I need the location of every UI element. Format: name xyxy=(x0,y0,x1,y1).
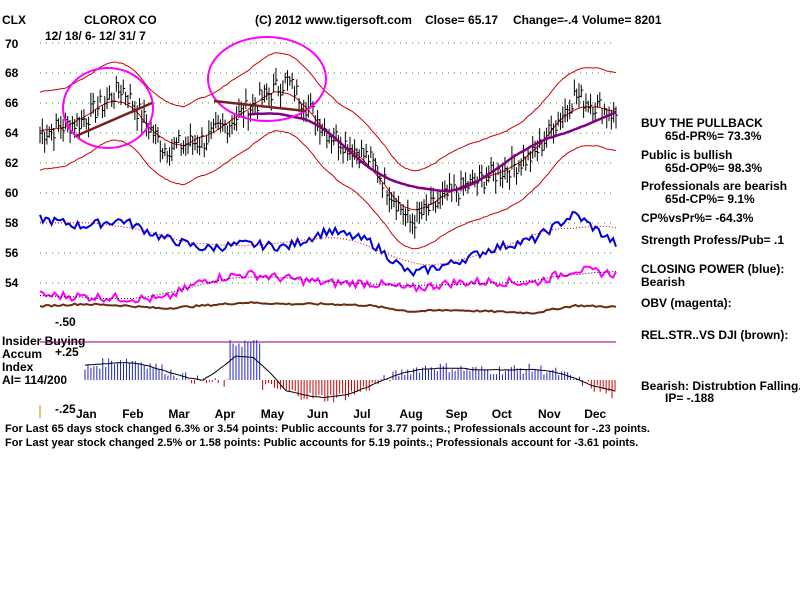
lower-band xyxy=(39,130,617,250)
strength-text: Strength Profess/Pub= .1 xyxy=(641,233,785,247)
short-ma xyxy=(39,91,617,211)
obv-line xyxy=(39,265,617,304)
y-tick-68: 68 xyxy=(5,66,19,80)
accum-label: Accum xyxy=(2,347,43,361)
y-tick-66: 66 xyxy=(5,96,19,110)
grid xyxy=(40,42,616,284)
minus25-label: -.25 xyxy=(55,402,76,416)
obv-line-ma xyxy=(40,271,617,300)
month-axis: Jan Feb Mar Apr May Jun Jul Aug Sep Oct Nov Dec xyxy=(76,407,607,421)
month-label: Dec xyxy=(584,407,606,421)
y-tick-70: 70 xyxy=(5,37,19,51)
relstr-line xyxy=(39,300,617,315)
accum-ma-line xyxy=(84,355,616,399)
month-label: Jan xyxy=(76,407,97,421)
month-label: Sep xyxy=(446,407,468,421)
insider-buying-label: Insider Buying xyxy=(2,334,86,348)
company-name: CLOROX CO xyxy=(84,13,157,27)
highlight-circle xyxy=(62,67,154,149)
footer-line-2: For Last year stock changed 2.5% or 1.58… xyxy=(5,437,639,449)
date-range: 12/ 18/ 6- 12/ 31/ 7 xyxy=(45,29,146,43)
y-tick-62: 62 xyxy=(5,156,19,170)
highlight-circle xyxy=(207,36,327,122)
month-label: Mar xyxy=(168,407,190,421)
indicator-lines xyxy=(39,210,617,343)
upper-band xyxy=(39,52,617,172)
month-label: Nov xyxy=(538,407,561,421)
copyright: (C) 2012 www.tigersoft.com xyxy=(255,13,412,27)
trend-line xyxy=(213,99,307,113)
month-label: Jul xyxy=(353,407,370,421)
closing-power-text: CLOSING POWER (blue): xyxy=(641,262,785,276)
close-value: Close= 65.17 xyxy=(425,13,499,27)
relstr-text: REL.STR..VS DJI (brown): xyxy=(641,328,789,342)
cp-text: 65d-CP%= 9.1% xyxy=(665,192,755,206)
band-lines xyxy=(39,52,617,250)
change-value: Change=-.4 xyxy=(513,13,579,27)
ticker-label: CLX xyxy=(2,13,26,27)
public-text: Public is bullish xyxy=(641,148,733,162)
signal-text: BUY THE PULLBACK xyxy=(641,116,763,130)
plus25-label: +.25 xyxy=(55,345,79,359)
month-label: Apr xyxy=(215,407,236,421)
y-tick-58: 58 xyxy=(5,216,19,230)
minus50-label: -.50 xyxy=(55,315,76,329)
index-label: Index xyxy=(2,360,34,374)
distribution-text: Bearish: Distrubtion Falling. xyxy=(641,379,800,393)
professionals-text: Professionals are bearish xyxy=(641,179,788,193)
y-tick-54: 54 xyxy=(5,276,19,290)
y-tick-60: 60 xyxy=(5,186,19,200)
price-bars xyxy=(39,68,618,239)
trend-line xyxy=(75,101,153,138)
op-text: 65d-OP%= 98.3% xyxy=(665,161,763,175)
closing-power-line-ma xyxy=(39,221,617,266)
obv-text: OBV (magenta): xyxy=(641,296,732,310)
accum-histogram xyxy=(39,340,616,418)
month-label: Jun xyxy=(307,407,328,421)
footer-line-1: For Last 65 days stock changed 6.3% or 3… xyxy=(5,423,650,435)
pr-text: 65d-PR%= 73.3% xyxy=(665,129,762,143)
y-tick-56: 56 xyxy=(5,246,19,260)
volume-value: Volume= 8201 xyxy=(582,13,662,27)
month-label: Aug xyxy=(399,407,422,421)
month-label: Feb xyxy=(122,407,143,421)
overlays xyxy=(62,36,617,193)
ip-text: IP= -.188 xyxy=(665,391,715,405)
closing-power-state: Bearish xyxy=(641,275,686,289)
ma-50-line xyxy=(248,111,617,193)
month-label: Oct xyxy=(492,407,512,421)
closing-power-line xyxy=(39,210,617,278)
y-tick-64: 64 xyxy=(5,126,19,140)
ai-label: AI= 114/200 xyxy=(2,373,68,387)
cp-vs-pr-text: CP%vsPr%= -64.3% xyxy=(641,211,754,225)
month-label: May xyxy=(261,407,285,421)
